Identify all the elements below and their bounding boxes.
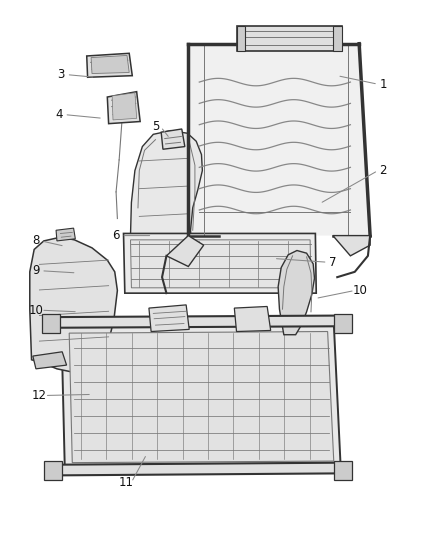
Text: 5: 5 — [152, 120, 159, 133]
Polygon shape — [33, 352, 67, 369]
Polygon shape — [107, 92, 140, 124]
Polygon shape — [56, 228, 75, 241]
Polygon shape — [334, 314, 352, 333]
Text: 9: 9 — [32, 264, 40, 277]
Polygon shape — [44, 461, 62, 480]
Polygon shape — [278, 251, 314, 335]
Text: 10: 10 — [353, 284, 367, 297]
Polygon shape — [334, 461, 352, 480]
Polygon shape — [131, 131, 202, 285]
Text: 7: 7 — [329, 256, 337, 269]
Polygon shape — [30, 237, 117, 372]
Text: 6: 6 — [112, 229, 120, 242]
Text: 1: 1 — [379, 78, 387, 91]
Polygon shape — [42, 314, 60, 333]
Text: 10: 10 — [28, 304, 43, 317]
Text: 3: 3 — [58, 68, 65, 81]
Polygon shape — [149, 305, 189, 332]
Polygon shape — [333, 26, 342, 51]
Polygon shape — [188, 44, 370, 236]
Text: 8: 8 — [32, 235, 39, 247]
Text: 11: 11 — [119, 476, 134, 489]
Polygon shape — [124, 233, 316, 293]
Text: 2: 2 — [379, 164, 387, 177]
Polygon shape — [46, 316, 350, 328]
Polygon shape — [166, 236, 204, 266]
Text: 12: 12 — [32, 389, 47, 402]
Polygon shape — [237, 26, 245, 51]
Polygon shape — [161, 129, 185, 149]
Polygon shape — [61, 322, 341, 470]
Polygon shape — [237, 26, 342, 51]
Polygon shape — [87, 53, 132, 77]
Polygon shape — [69, 332, 334, 463]
Polygon shape — [234, 306, 271, 332]
Text: 4: 4 — [55, 108, 63, 121]
Polygon shape — [46, 463, 350, 475]
Polygon shape — [91, 55, 129, 74]
Polygon shape — [112, 93, 137, 120]
Polygon shape — [333, 236, 370, 256]
Polygon shape — [131, 240, 311, 288]
